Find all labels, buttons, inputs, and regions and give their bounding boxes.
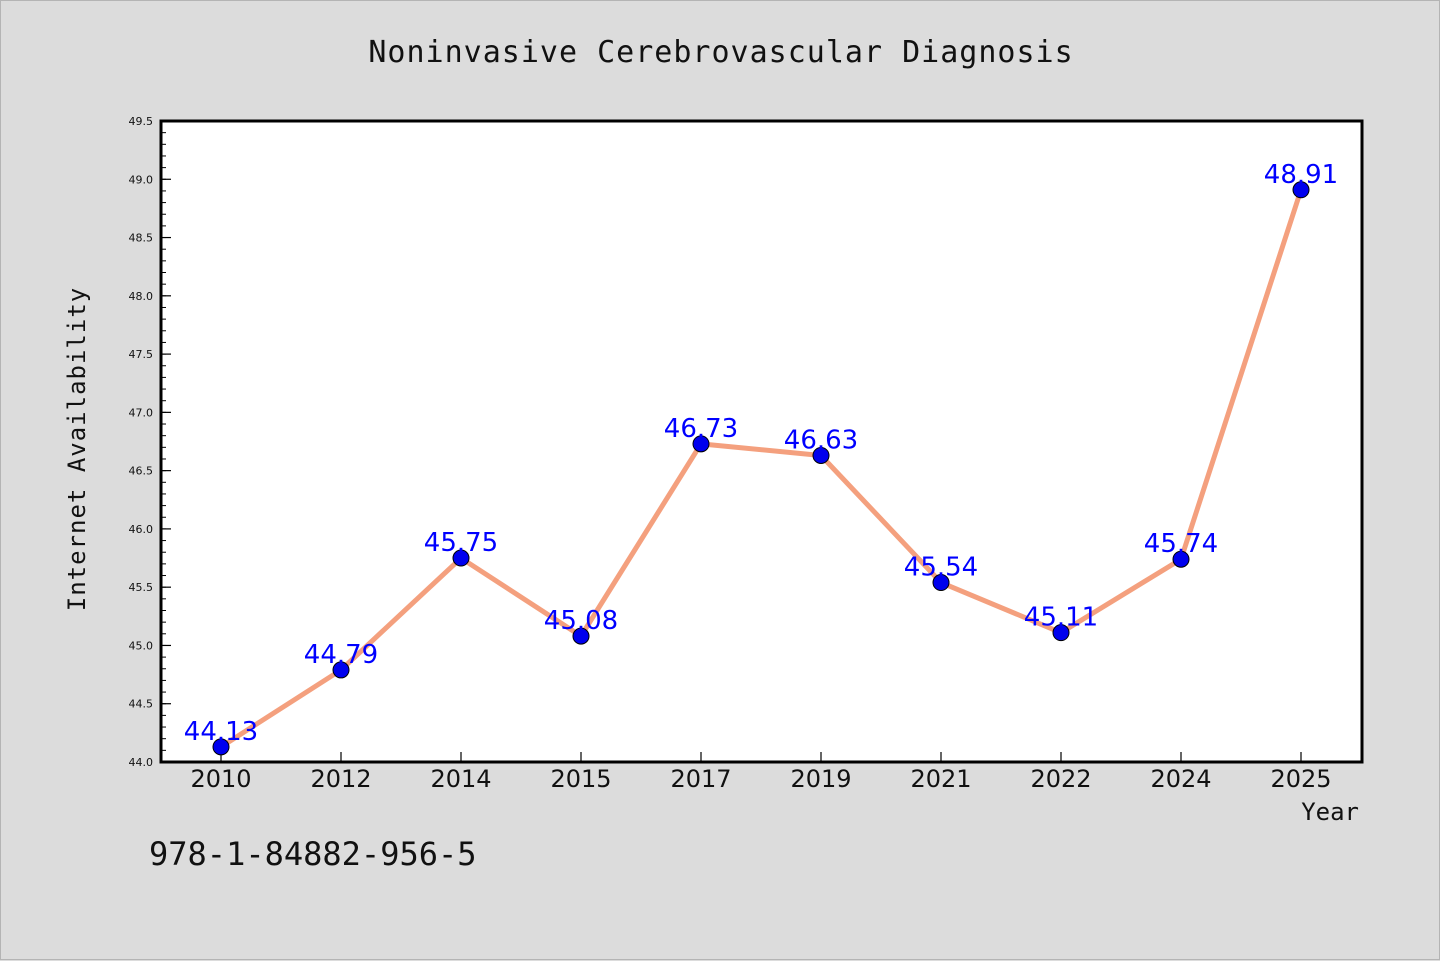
data-point bbox=[1172, 550, 1190, 568]
data-label: 46.73 bbox=[664, 414, 738, 444]
data-point bbox=[1052, 624, 1070, 642]
y-tick-label: 46.0 bbox=[129, 523, 154, 536]
data-label: 45.54 bbox=[904, 553, 978, 583]
plot-frame bbox=[159, 119, 1364, 764]
y-tick-label: 45.0 bbox=[129, 639, 154, 652]
x-tick-label: 2025 bbox=[1270, 765, 1331, 793]
y-tick-label: 48.0 bbox=[129, 290, 154, 303]
isbn-footnote: 978-1-84882-956-5 bbox=[149, 835, 477, 873]
data-label: 46.63 bbox=[784, 425, 858, 455]
y-tick-label: 49.0 bbox=[129, 173, 154, 186]
x-tick-label: 2022 bbox=[1030, 765, 1091, 793]
x-tick-label: 2015 bbox=[550, 765, 611, 793]
y-tick-label: 45.5 bbox=[129, 581, 154, 594]
y-tick-label: 44.0 bbox=[129, 756, 154, 769]
x-tick-label: 2012 bbox=[310, 765, 371, 793]
plot-area bbox=[161, 121, 1362, 762]
data-point bbox=[572, 627, 590, 645]
y-tick-label: 44.5 bbox=[129, 698, 154, 711]
data-label: 45.74 bbox=[1144, 529, 1218, 559]
y-tick-label: 48.5 bbox=[129, 232, 154, 245]
data-point bbox=[332, 661, 350, 679]
x-axis-label: Year bbox=[1301, 798, 1359, 826]
data-point bbox=[452, 549, 470, 567]
data-label: 48.91 bbox=[1264, 160, 1338, 190]
x-tick-label: 2014 bbox=[430, 765, 491, 793]
data-point bbox=[1292, 181, 1310, 199]
data-label: 45.08 bbox=[544, 606, 618, 636]
x-tick-label: 2024 bbox=[1150, 765, 1211, 793]
series-line bbox=[218, 187, 1304, 750]
x-tick-label: 2010 bbox=[190, 765, 251, 793]
data-label: 44.13 bbox=[184, 717, 258, 747]
data-label: 45.11 bbox=[1024, 603, 1098, 633]
data-point bbox=[932, 574, 950, 592]
data-label: 44.79 bbox=[304, 640, 378, 670]
y-tick-label: 47.5 bbox=[129, 348, 154, 361]
x-tick-label: 2019 bbox=[790, 765, 851, 793]
data-label: 45.75 bbox=[424, 528, 498, 558]
chart-title: Noninvasive Cerebrovascular Diagnosis bbox=[368, 35, 1074, 70]
y-tick-label: 47.0 bbox=[129, 406, 154, 419]
y-tick-label: 49.5 bbox=[129, 115, 154, 128]
data-point bbox=[812, 446, 830, 464]
x-tick-label: 2017 bbox=[670, 765, 731, 793]
data-point bbox=[692, 435, 710, 453]
data-point bbox=[212, 738, 230, 756]
y-tick-label: 46.5 bbox=[129, 465, 154, 478]
x-tick-label: 2021 bbox=[910, 765, 971, 793]
